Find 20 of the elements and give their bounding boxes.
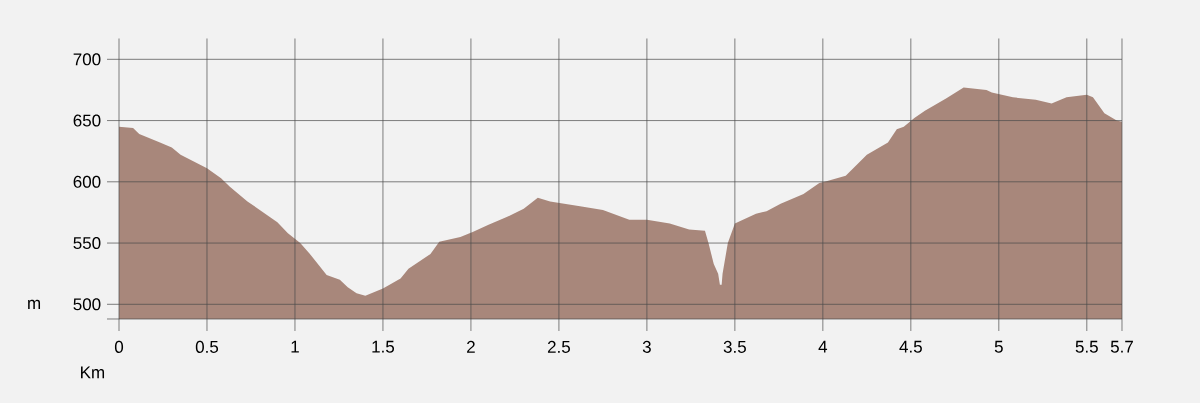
y-axis-title: m [28, 299, 41, 309]
x-tick-label: 1 [291, 340, 299, 353]
x-axis-title: Km [81, 366, 105, 379]
x-tick-label: 4.5 [899, 340, 922, 353]
x-tick-label: 0.5 [195, 340, 219, 353]
x-tick-label: 5.5 [1075, 340, 1098, 353]
y-tick-label: 550 [73, 237, 101, 250]
y-tick-label: 600 [73, 175, 101, 188]
x-tick-label: 3.5 [723, 340, 746, 353]
y-tick-label: 500 [73, 298, 101, 311]
x-tick-label: 2 [467, 340, 475, 353]
x-tick-label: 3 [642, 340, 651, 353]
y-tick-label: 700 [73, 53, 101, 66]
x-tick-label: 1.5 [372, 340, 395, 353]
x-tick-label: 5 [994, 340, 1003, 353]
x-tick-label: 0 [114, 340, 124, 353]
x-tick-label: 5.7 [1110, 340, 1133, 353]
x-tick-label: 4 [818, 340, 828, 353]
y-tick-label: 650 [73, 114, 101, 127]
x-tick-label: 2.5 [547, 340, 570, 353]
